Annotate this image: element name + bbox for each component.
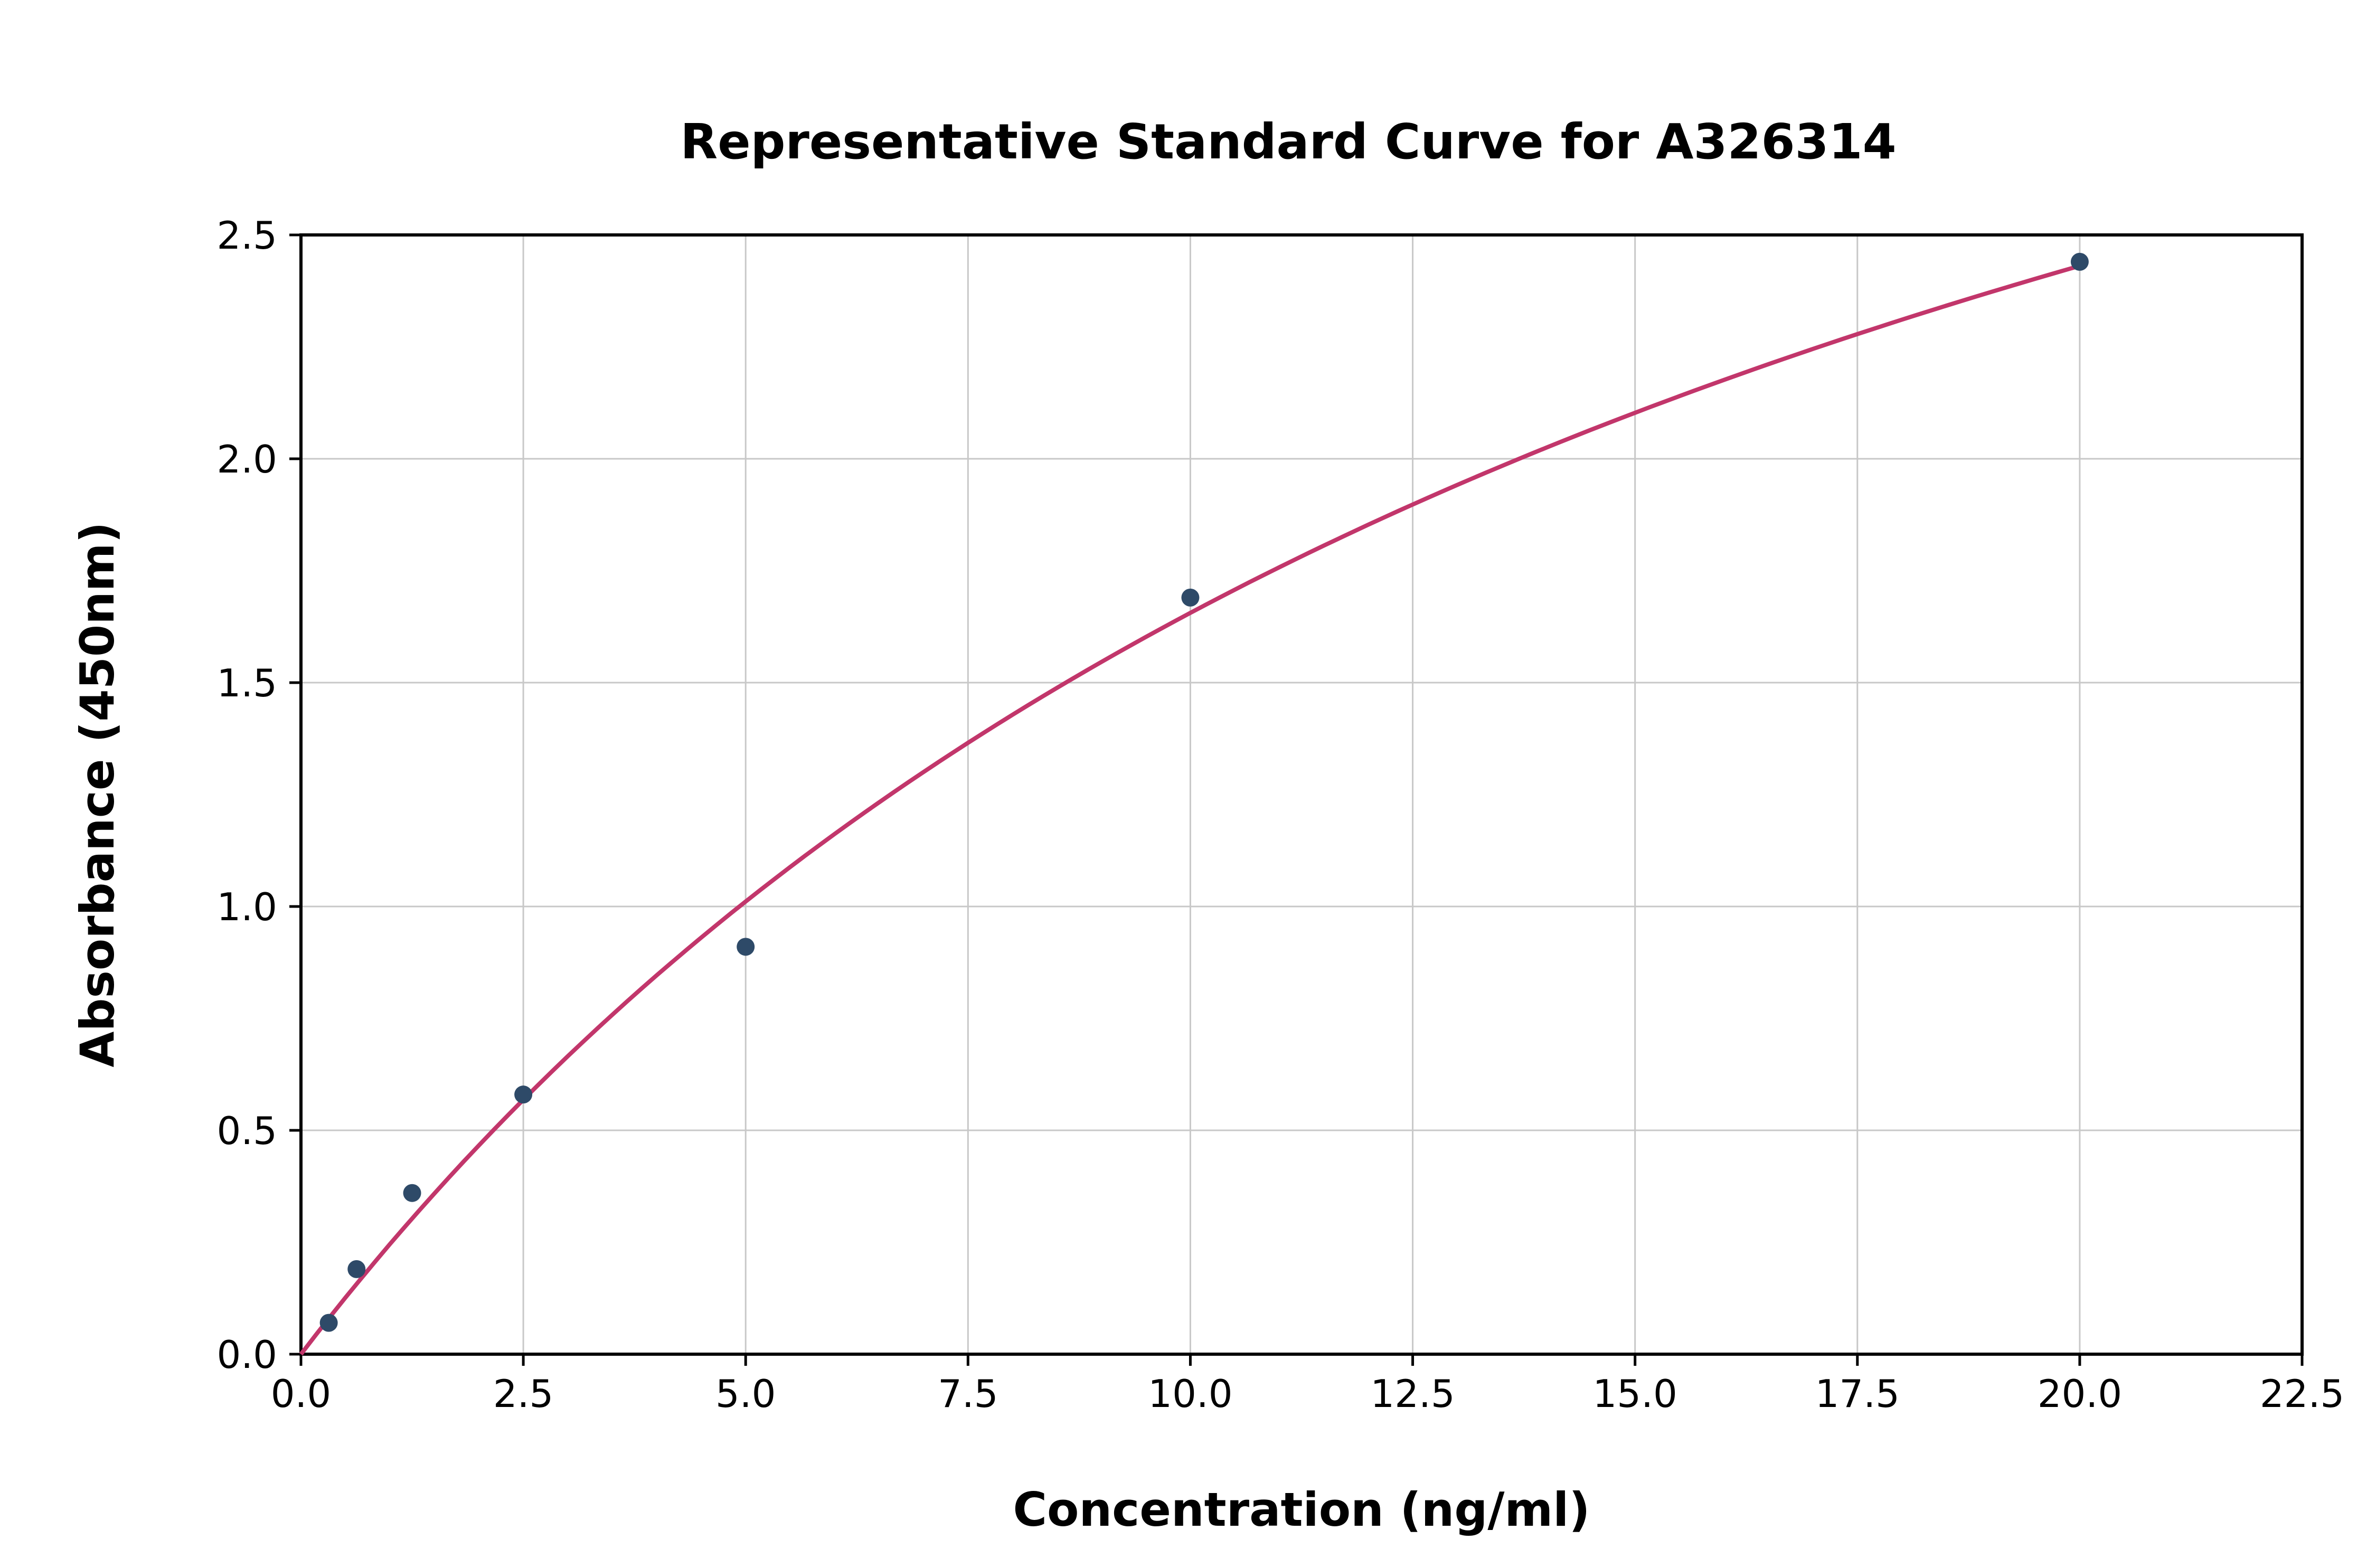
x-tick-label: 7.5 <box>938 1372 998 1416</box>
x-tick-label: 15.0 <box>1593 1372 1677 1416</box>
x-tick-label: 12.5 <box>1370 1372 1455 1416</box>
plot-border <box>299 233 2304 1356</box>
plot-frame <box>299 233 2304 1356</box>
y-tick-label: 0.0 <box>216 1333 277 1377</box>
y-tick-label: 2.5 <box>216 213 277 258</box>
x-tick-label: 17.5 <box>1815 1372 1900 1416</box>
x-tick-label: 10.0 <box>1148 1372 1232 1416</box>
y-tick-label: 2.0 <box>216 437 277 481</box>
standard-data-point <box>347 1260 366 1278</box>
standard-data-point <box>737 938 755 956</box>
axis-ticks: 0.0 2.5 5.0 7.5 10.0 12.5 15.0 17.5 20.0 22.5 0.0 0… <box>216 213 2344 1416</box>
x-tick-label: 5.0 <box>715 1372 776 1416</box>
x-tick-label: 20.0 <box>2038 1372 2122 1416</box>
y-axis-label: Absorbance (450nm) <box>70 522 125 1067</box>
standard-data-point <box>403 1184 421 1202</box>
x-axis-label: Concentration (ng/ml) <box>1013 1482 1590 1537</box>
standard-data-point <box>2070 252 2089 271</box>
x-tick-label: 0.0 <box>271 1372 332 1416</box>
x-tick-label: 22.5 <box>2260 1372 2344 1416</box>
y-tick-label: 1.5 <box>216 661 277 705</box>
standard-data-point <box>319 1314 338 1332</box>
x-tick-label: 2.5 <box>493 1372 554 1416</box>
standard-data-point <box>1181 588 1200 607</box>
gridlines <box>300 234 2303 1355</box>
y-tick-label: 1.0 <box>216 885 277 929</box>
y-tick-label: 0.5 <box>216 1109 277 1153</box>
chart-title: Representative Standard Curve for A32631… <box>680 114 1896 170</box>
fit-curve-line <box>299 263 2081 1356</box>
data-points <box>319 252 2089 1332</box>
standard-data-point <box>514 1085 533 1104</box>
